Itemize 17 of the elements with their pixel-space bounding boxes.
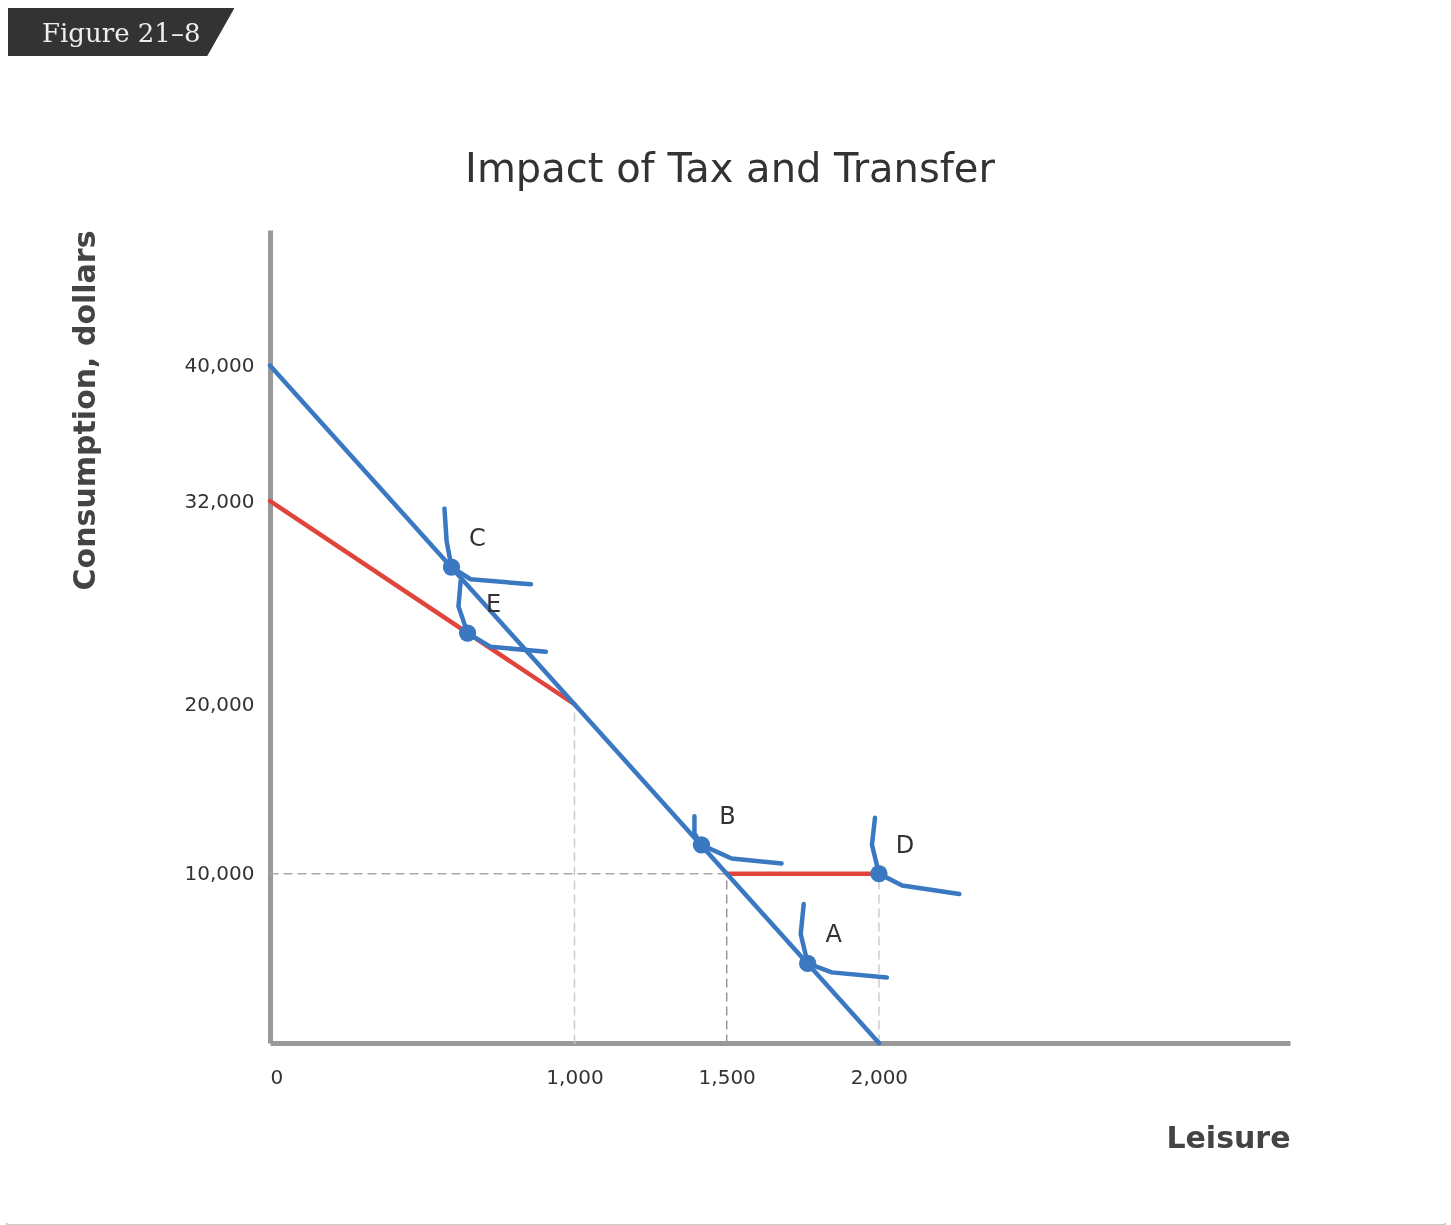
chart-title: Impact of Tax and Transfer bbox=[465, 145, 996, 191]
x-tick-label: 1,500 bbox=[698, 1064, 756, 1089]
y-tick-label: 20,000 bbox=[184, 691, 255, 716]
y-tick-label: 32,000 bbox=[184, 488, 255, 513]
x-tick-label: 2,000 bbox=[850, 1064, 909, 1089]
x-tick-label: 0 bbox=[270, 1064, 284, 1089]
x-tick-label: 1,000 bbox=[546, 1064, 604, 1089]
caption: Figure 21–8 bbox=[8, 8, 235, 56]
y-tick-label: 10,000 bbox=[184, 861, 255, 886]
y-axis-title: Consumption, dollars bbox=[66, 230, 102, 591]
annotation: C bbox=[469, 524, 486, 553]
y-tick-label: 40,000 bbox=[184, 353, 255, 377]
annotation: B bbox=[719, 801, 736, 830]
annotation: D bbox=[895, 830, 915, 859]
x-axis-title: Leisure bbox=[1166, 1119, 1291, 1155]
annotation: A bbox=[825, 920, 843, 949]
annotation: E bbox=[486, 590, 502, 619]
